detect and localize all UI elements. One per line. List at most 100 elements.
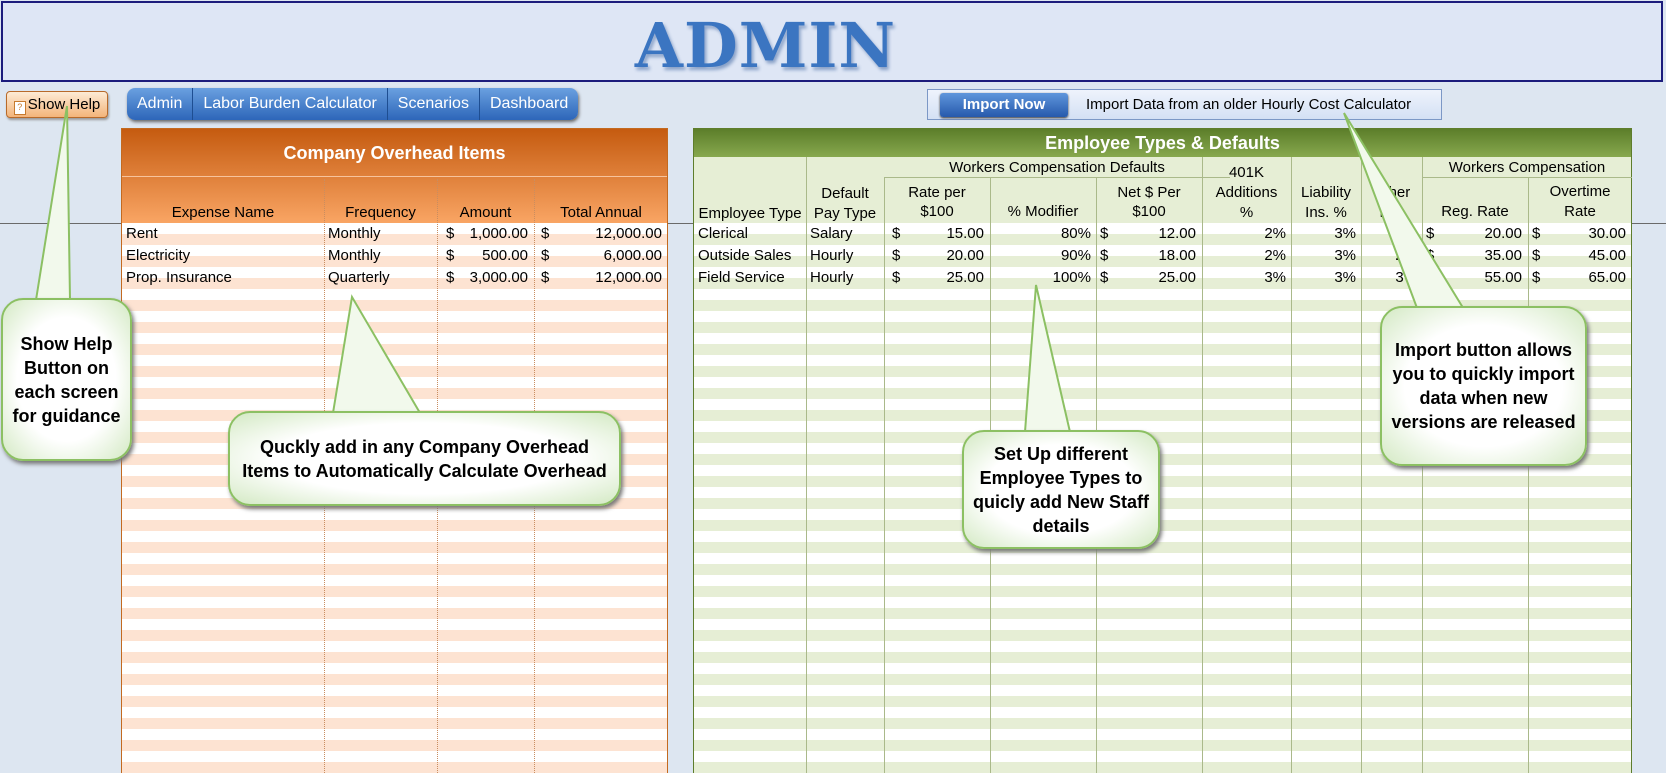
modifier-cell[interactable]: 100% <box>1052 269 1091 286</box>
tab-labor-burden-calculator[interactable]: Labor Burden Calculator <box>193 88 388 120</box>
group-divider <box>884 177 1230 178</box>
liability-cell[interactable]: 3% <box>1334 225 1356 242</box>
tab-admin[interactable]: Admin <box>127 88 194 120</box>
employee-type-cell[interactable]: Outside Sales <box>698 247 792 264</box>
show-help-button[interactable]: ? Show Help <box>6 91 108 118</box>
show-help-callout: Show Help Button on each screen for guid… <box>1 298 132 461</box>
overtime-rate-cell[interactable]: 45.00 <box>1588 247 1626 264</box>
amount-cell[interactable]: 500.00 <box>482 247 528 264</box>
modifier-cell[interactable]: 90% <box>1060 247 1091 264</box>
group-wc: Workers Compensation <box>1448 159 1606 176</box>
currency-symbol: $ <box>1532 269 1541 286</box>
col-401k-line2: Additions <box>1215 184 1278 201</box>
other-ins-cell[interactable]: 2% <box>1395 247 1417 264</box>
currency-symbol: $ <box>1426 225 1435 242</box>
col-amount: Amount <box>459 204 512 221</box>
currency-symbol: $ <box>1426 247 1435 264</box>
col-modifier: % Modifier <box>1007 203 1079 220</box>
col-net-line2: $100 <box>1132 203 1166 220</box>
overtime-rate-cell[interactable]: 65.00 <box>1588 269 1626 286</box>
col-401k-line1: 401K <box>1228 164 1265 181</box>
amount-cell[interactable]: 1,000.00 <box>469 225 528 242</box>
currency-symbol: $ <box>892 247 901 264</box>
currency-symbol: $ <box>1532 225 1541 242</box>
currency-symbol: $ <box>1426 269 1435 286</box>
amount-cell[interactable]: 3,000.00 <box>469 269 528 286</box>
col-divider <box>1202 157 1203 773</box>
currency-symbol: $ <box>446 247 455 264</box>
currency-symbol: $ <box>446 269 455 286</box>
pay-type-cell[interactable]: Salary <box>810 225 853 242</box>
401k-cell[interactable]: 2% <box>1264 247 1286 264</box>
col-401k-line3: % <box>1239 204 1254 221</box>
reg-rate-cell[interactable]: 35.00 <box>1484 247 1522 264</box>
col-employee-type: Employee Type <box>698 205 802 222</box>
pay-type-cell[interactable]: Hourly <box>810 269 854 286</box>
overhead-header: Company Overhead Items Expense Name Freq… <box>122 129 667 223</box>
401k-cell[interactable]: 2% <box>1264 225 1286 242</box>
frequency-cell[interactable]: Monthly <box>328 247 381 264</box>
employee-type-cell[interactable]: Field Service <box>698 269 785 286</box>
401k-cell[interactable]: 3% <box>1264 269 1286 286</box>
currency-symbol: $ <box>541 225 550 242</box>
group-wc-defaults: Workers Compensation Defaults <box>949 159 1165 176</box>
currency-symbol: $ <box>1100 225 1109 242</box>
tab-dashboard[interactable]: Dashboard <box>479 88 579 120</box>
currency-symbol: $ <box>1100 269 1109 286</box>
rate-cell[interactable]: 25.00 <box>946 269 984 286</box>
frequency-cell[interactable]: Monthly <box>328 225 381 242</box>
col-overtime-line2: Rate <box>1564 203 1596 220</box>
currency-symbol: $ <box>1100 247 1109 264</box>
overtime-rate-cell[interactable]: 30.00 <box>1588 225 1626 242</box>
col-rate-line1: Rate per <box>908 184 966 201</box>
col-expense-name: Expense Name <box>171 204 275 221</box>
col-rate-line2: $100 <box>920 203 954 220</box>
nav-bar: Admin Labor Burden Calculator Scenarios … <box>127 88 579 120</box>
other-ins-cell[interactable]: 2% <box>1395 225 1417 242</box>
total-annual-cell: 6,000.00 <box>603 247 662 264</box>
currency-symbol: $ <box>1532 247 1541 264</box>
liability-cell[interactable]: 3% <box>1334 269 1356 286</box>
currency-symbol: $ <box>892 225 901 242</box>
tab-scenarios[interactable]: Scenarios <box>387 88 480 120</box>
net-cell: 25.00 <box>1158 269 1196 286</box>
total-annual-cell: 12,000.00 <box>595 269 662 286</box>
expense-name-cell[interactable]: Rent <box>126 225 158 242</box>
expense-name-cell[interactable]: Electricity <box>126 247 191 264</box>
currency-symbol: $ <box>446 225 455 242</box>
col-total-annual: Total Annual <box>560 204 642 221</box>
col-liability-line1: Liability <box>1300 184 1352 201</box>
employee-title-bar: Employee Types & Defaults <box>694 129 1631 157</box>
employee-type-cell[interactable]: Clerical <box>698 225 749 242</box>
employee-header: Employee Types & Defaults Workers Compen… <box>694 129 1632 223</box>
col-net-line1: Net $ Per <box>1117 184 1181 201</box>
show-help-pointer <box>34 105 72 301</box>
import-panel: Import Now Import Data from an older Hou… <box>927 89 1442 120</box>
col-frequency: Frequency <box>345 204 416 221</box>
import-now-button[interactable]: Import Now <box>940 93 1068 117</box>
col-overtime-line1: Overtime <box>1549 183 1611 200</box>
overhead-callout: Quckly add in any Company Overhead Items… <box>228 411 621 506</box>
reg-rate-cell[interactable]: 20.00 <box>1484 225 1522 242</box>
expense-name-cell[interactable]: Prop. Insurance <box>126 269 232 286</box>
total-annual-cell: 12,000.00 <box>595 225 662 242</box>
overhead-title: Company Overhead Items <box>283 143 506 163</box>
reg-rate-cell[interactable]: 55.00 <box>1484 269 1522 286</box>
import-description: Import Data from an older Hourly Cost Ca… <box>1086 96 1412 113</box>
rate-cell[interactable]: 20.00 <box>946 247 984 264</box>
frequency-cell[interactable]: Quarterly <box>328 269 390 286</box>
employee-callout: Set Up different Employee Types to quicl… <box>962 430 1160 549</box>
help-page-icon: ? <box>13 101 26 115</box>
currency-symbol: $ <box>541 269 550 286</box>
liability-cell[interactable]: 3% <box>1334 247 1356 264</box>
overhead-header-divider <box>122 176 667 177</box>
col-reg-rate: Reg. Rate <box>1441 203 1509 220</box>
net-cell: 12.00 <box>1158 225 1196 242</box>
pay-type-cell[interactable]: Hourly <box>810 247 854 264</box>
modifier-cell[interactable]: 80% <box>1060 225 1091 242</box>
rate-cell[interactable]: 15.00 <box>946 225 984 242</box>
other-ins-cell[interactable]: 3% <box>1395 269 1417 286</box>
currency-symbol: $ <box>892 269 901 286</box>
col-pay-type-line2: Pay Type <box>813 205 877 222</box>
group-divider <box>1422 177 1632 178</box>
